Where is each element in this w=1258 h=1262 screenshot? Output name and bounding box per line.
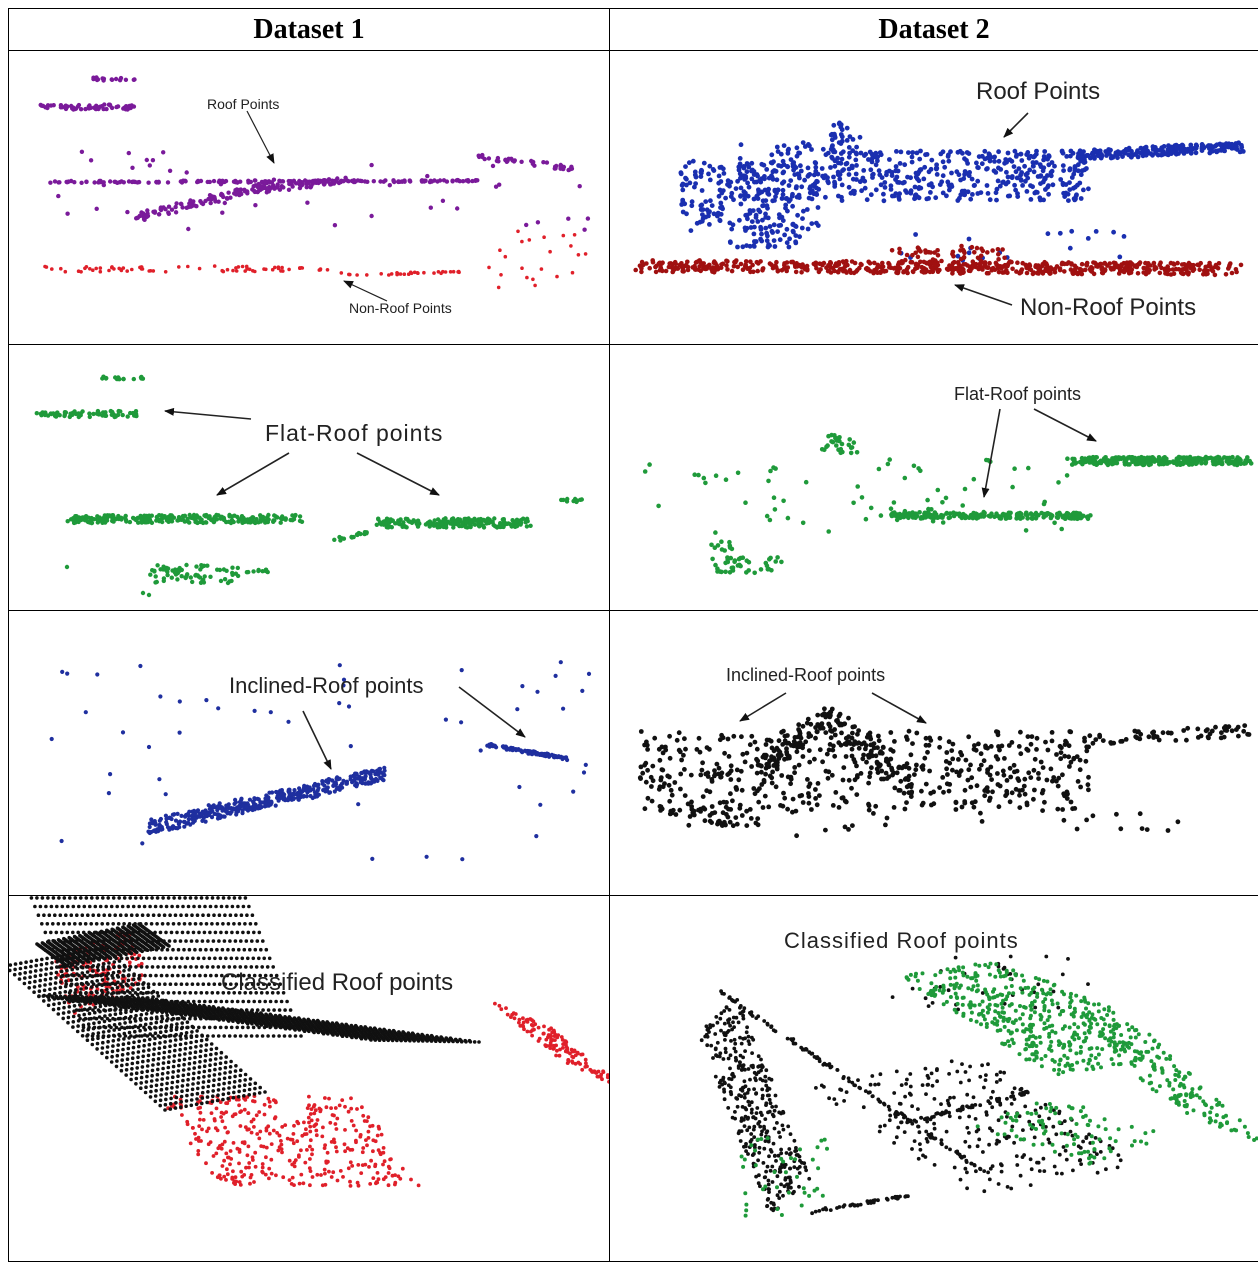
roof-points-cloud bbox=[38, 75, 591, 232]
label-non-roof-points: Non-Roof Points bbox=[349, 300, 452, 316]
comparison-table: Dataset 1 Dataset 2 Roof Points Non-Roof… bbox=[8, 8, 1258, 1262]
non-roof-points-cloud bbox=[633, 243, 1244, 278]
inclined-roof-points-cloud bbox=[49, 660, 592, 862]
label-flat-roof-points: Flat-Roof points bbox=[265, 420, 443, 446]
cell-r3-dataset2: Inclined-Roof points bbox=[609, 610, 1258, 896]
point-cloud-r2-d1: Flat-Roof points bbox=[34, 374, 584, 598]
label-inclined-roof-points: Inclined-Roof points bbox=[726, 665, 885, 685]
point-cloud-r1-d1: Roof Points Non-Roof Points bbox=[38, 75, 591, 316]
point-cloud-r3-d1: Inclined-Roof points bbox=[49, 660, 592, 862]
point-cloud-r4-d2: Classified Roof points bbox=[699, 928, 1258, 1218]
classified-roof-green bbox=[739, 961, 1258, 1218]
roof-points-cloud bbox=[678, 120, 1246, 263]
label-roof-points: Roof Points bbox=[976, 78, 1100, 105]
cell-r1-dataset2: Roof Points Non-Roof Points bbox=[609, 50, 1258, 345]
cell-r2-dataset1: Flat-Roof points bbox=[8, 344, 610, 611]
point-cloud-r4-d1: Classified Roof points bbox=[9, 896, 609, 1188]
cell-r3-dataset1: Inclined-Roof points bbox=[8, 610, 610, 896]
inclined-roof-points-cloud bbox=[637, 706, 1252, 839]
point-cloud-r3-d2: Inclined-Roof points bbox=[637, 665, 1252, 839]
classified-roof-black bbox=[9, 896, 481, 1112]
point-cloud-r2-d2: Flat-Roof points bbox=[642, 384, 1254, 576]
label-inclined-roof-points: Inclined-Roof points bbox=[229, 673, 423, 698]
flat-roof-points-cloud bbox=[34, 374, 584, 598]
header-dataset-2: Dataset 2 bbox=[609, 8, 1258, 51]
classified-roof-black bbox=[699, 954, 1123, 1216]
header-dataset-1: Dataset 1 bbox=[8, 8, 610, 51]
label-non-roof-points: Non-Roof Points bbox=[1020, 294, 1196, 321]
label-roof-points: Roof Points bbox=[207, 96, 279, 112]
flat-roof-points-cloud bbox=[642, 432, 1254, 576]
point-cloud-r1-d2: Roof Points Non-Roof Points bbox=[633, 78, 1246, 321]
cell-r4-dataset1: Classified Roof points bbox=[8, 895, 610, 1262]
cell-r4-dataset2: Classified Roof points bbox=[609, 895, 1258, 1262]
label-classified-roof-points: Classified Roof points bbox=[221, 969, 453, 996]
cell-r1-dataset1: Roof Points Non-Roof Points bbox=[8, 50, 610, 345]
label-classified-roof-points: Classified Roof points bbox=[784, 928, 1019, 953]
cell-r2-dataset2: Flat-Roof points bbox=[609, 344, 1258, 611]
label-flat-roof-points: Flat-Roof points bbox=[954, 384, 1081, 404]
non-roof-points-cloud bbox=[43, 229, 588, 290]
